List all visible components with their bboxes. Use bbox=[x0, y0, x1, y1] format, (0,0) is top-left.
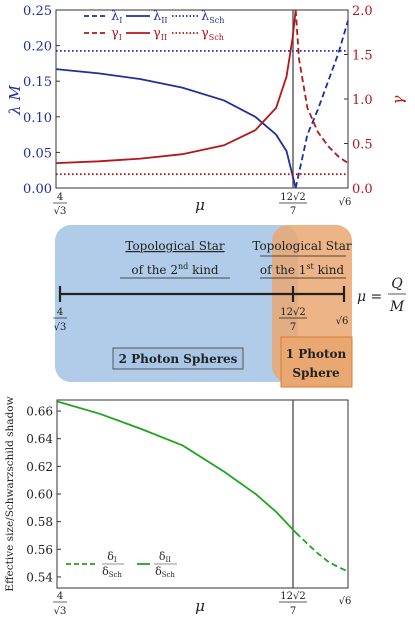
legend-gamma-I: γI bbox=[111, 26, 122, 42]
top-left-tick-label: 0.05 bbox=[23, 146, 52, 161]
mid-tick-end: √6 bbox=[336, 316, 349, 327]
series--ii-sch bbox=[56, 400, 297, 534]
top-right-tick-label: 2.0 bbox=[352, 4, 373, 19]
top-chart: 0.00 0.05 0.10 0.15 0.20 0.25 0.0 0.5 1.0 1.5 2.0… bbox=[6, 4, 407, 217]
bottom-x-tick-4-num: 4 bbox=[57, 591, 63, 602]
bottom-series-group bbox=[56, 400, 349, 573]
top-series-group bbox=[55, 9, 349, 189]
region-second-kind bbox=[55, 225, 298, 382]
mid-ticks: 4 √3 12√2 7 √6 bbox=[53, 307, 348, 333]
bottom-y-tick-label: 0.60 bbox=[26, 488, 53, 502]
legend-delta-II-den: δSch bbox=[155, 565, 175, 579]
top-left-tick-label: 0.00 bbox=[23, 182, 52, 197]
box-one-photon-sphere-line2: Sphere bbox=[292, 366, 340, 380]
top-legend: λI λII λSch γI γII γSch bbox=[84, 9, 224, 42]
top-right-tick-label: 0.5 bbox=[352, 138, 373, 153]
top-left-tick-label: 0.25 bbox=[23, 4, 52, 19]
legend-gamma-II: γII bbox=[153, 26, 167, 42]
legend-gamma-Sch: γSch bbox=[201, 26, 224, 42]
box-one-photon-sphere-line1: 1 Photon bbox=[286, 347, 347, 361]
bottom-x-tick-end: √6 bbox=[339, 596, 352, 607]
top-right-tick-label: 0.0 bbox=[352, 182, 373, 197]
bottom-y-tick-label: 0.56 bbox=[26, 543, 53, 557]
bottom-x-tick-4-den: √3 bbox=[54, 606, 67, 617]
legend-lambda-Sch: λSch bbox=[201, 9, 224, 25]
bottom-y-ticks: 0.54 0.56 0.58 0.60 0.62 0.64 0.66 bbox=[26, 405, 61, 584]
box-two-photon-spheres-label: 2 Photon Spheres bbox=[119, 352, 238, 366]
top-x-tick-mid-den: 7 bbox=[290, 206, 296, 217]
top-right-ticks: 0.0 0.5 1.0 1.5 2.0 bbox=[344, 4, 373, 197]
series--ii bbox=[55, 68, 297, 189]
top-x-axis-label: μ bbox=[195, 196, 205, 214]
legend-delta-I-den: δSch bbox=[102, 565, 122, 579]
mid-tick-mid-num: 12√2 bbox=[280, 307, 305, 318]
bottom-y-tick-label: 0.64 bbox=[26, 432, 53, 446]
box-one-photon-sphere bbox=[280, 336, 353, 388]
top-left-tick-label: 0.15 bbox=[23, 75, 52, 90]
top-x-tick-4-num: 4 bbox=[57, 192, 63, 203]
series--i-sch bbox=[295, 532, 349, 573]
legend-delta-I-num: δI bbox=[107, 550, 117, 564]
bottom-x-axis-label: μ bbox=[195, 597, 205, 615]
top-x-tick-4-den: √3 bbox=[54, 206, 67, 217]
bottom-x-tick-mid-num: 12√2 bbox=[280, 591, 305, 602]
mid-tick-mid-den: 7 bbox=[290, 322, 296, 333]
bottom-plot-frame bbox=[56, 399, 349, 589]
mu-frac-num: Q bbox=[391, 276, 403, 292]
star1-line2: of the 1st kind bbox=[260, 262, 345, 277]
legend-lambda-II: λII bbox=[153, 9, 168, 25]
top-x-ticks: 4 √3 12√2 7 √6 bbox=[53, 192, 351, 217]
mid-tick-4-den: √3 bbox=[54, 322, 67, 333]
box-two-photon-spheres bbox=[112, 347, 244, 370]
series--ii bbox=[55, 9, 297, 164]
bottom-y-tick-label: 0.66 bbox=[26, 405, 53, 419]
series--i bbox=[294, 9, 349, 164]
mu-frac-den: M bbox=[389, 299, 405, 315]
star2-line1: Topological Star bbox=[125, 239, 225, 253]
top-right-axis-label: γ bbox=[389, 95, 407, 104]
bottom-x-ticks: 4 √3 12√2 7 √6 bbox=[53, 591, 351, 617]
mid-diagram: Topological Star of the 2nd kind Topolog… bbox=[53, 225, 406, 388]
mid-tick-4-num: 4 bbox=[57, 307, 63, 318]
top-right-tick-label: 1.0 bbox=[352, 93, 373, 108]
top-x-tick-end: √6 bbox=[339, 197, 352, 208]
bottom-y-tick-label: 0.58 bbox=[26, 515, 53, 529]
legend-delta-II-num: δII bbox=[159, 550, 171, 564]
bottom-chart: 0.54 0.56 0.58 0.60 0.62 0.64 0.66 Effective s… bbox=[4, 396, 351, 617]
top-x-tick-mid-num: 12√2 bbox=[280, 192, 305, 203]
mu-definition: μ = Q M bbox=[357, 276, 406, 315]
legend-lambda-I: λI bbox=[111, 9, 122, 25]
top-left-tick-label: 0.20 bbox=[23, 40, 52, 55]
bottom-y-tick-label: 0.62 bbox=[26, 460, 53, 474]
bottom-y-tick-label: 0.54 bbox=[26, 570, 53, 584]
bottom-y-axis-label: Effective size/Schwarzschild shadow bbox=[4, 396, 16, 591]
top-right-tick-label: 1.5 bbox=[352, 49, 373, 64]
bottom-legend: δI δSch δII δSch bbox=[66, 550, 177, 579]
top-left-tick-label: 0.10 bbox=[23, 111, 52, 126]
star2-line2: of the 2nd kind bbox=[131, 262, 219, 277]
series--i bbox=[294, 20, 349, 189]
top-left-ticks: 0.00 0.05 0.10 0.15 0.20 0.25 bbox=[23, 4, 60, 197]
top-left-axis-label: λ M bbox=[6, 85, 24, 116]
bottom-x-tick-mid-den: 7 bbox=[290, 606, 296, 617]
star1-line1: Topological Star bbox=[252, 239, 352, 253]
mu-equals: μ = bbox=[357, 289, 382, 305]
